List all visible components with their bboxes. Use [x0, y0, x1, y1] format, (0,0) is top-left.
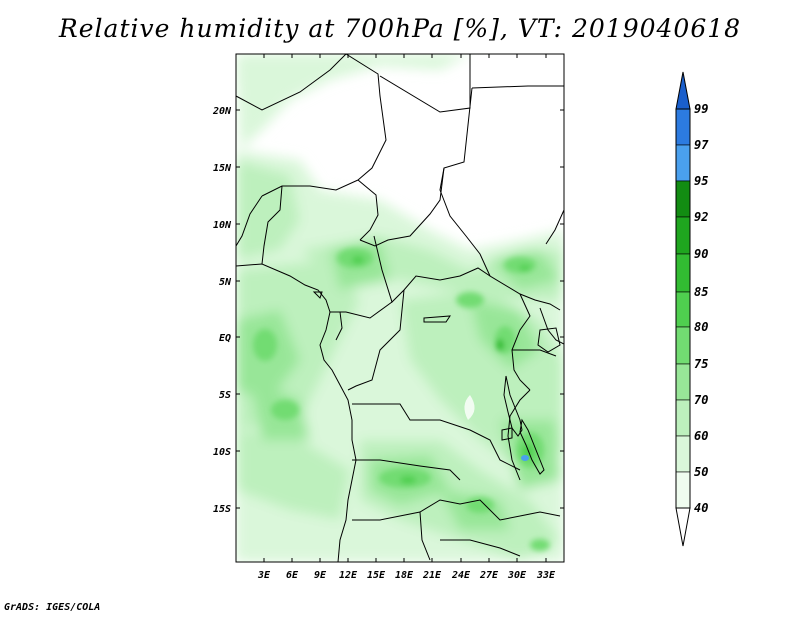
- lat-label: 10S: [213, 447, 231, 458]
- colorbar-band: [675, 180, 691, 218]
- lon-label: 24E: [451, 570, 471, 581]
- colorbar-label: 90: [694, 247, 708, 261]
- humidity-field: [236, 54, 564, 562]
- lat-label: 20N: [212, 106, 232, 117]
- colorbar-label: 40: [694, 501, 708, 515]
- colorbar-band: [675, 326, 691, 365]
- credit-text: GrADS: IGES/COLA: [4, 602, 101, 613]
- colorbar-label: 75: [694, 357, 708, 371]
- lon-label: 21E: [422, 570, 442, 581]
- colorbar-label: 70: [694, 393, 708, 407]
- lon-label: 33E: [536, 570, 556, 581]
- colorbar-band: [675, 144, 691, 182]
- colorbar: 99 97 95 92 90 85 80 75 70 60 50 40: [675, 71, 709, 547]
- map-frame: [235, 53, 565, 563]
- lat-label: 5N: [219, 277, 232, 288]
- lon-label: 27E: [479, 570, 499, 581]
- lon-label: 12E: [339, 570, 358, 581]
- map-title: Relative humidity at 700hPa [%], VT: 201…: [58, 14, 742, 43]
- lat-label: 5S: [219, 390, 231, 401]
- colorbar-label: 99: [694, 102, 708, 116]
- lon-label: 9E: [314, 570, 327, 581]
- lon-label: 15E: [367, 570, 386, 581]
- colorbar-band: [675, 291, 691, 328]
- colorbar-band: [675, 216, 691, 255]
- colorbar-frame: [675, 108, 691, 509]
- lon-label: 30E: [507, 570, 527, 581]
- country-borders: [236, 54, 564, 562]
- colorbar-label: 97: [694, 138, 709, 152]
- colorbar-label: 92: [694, 210, 708, 224]
- colorbar-band: [675, 399, 691, 437]
- colorbar-band: [675, 108, 691, 146]
- lat-label: 15N: [213, 163, 232, 174]
- longitude-axis: 3E 6E 9E 12E 15E 18E 21E 24E 27E 30E 33E: [257, 54, 556, 581]
- colorbar-triangle-top: [675, 71, 691, 110]
- colorbar-label: 50: [694, 465, 708, 479]
- lat-label: 15S: [213, 504, 231, 515]
- colorbar-band: [675, 471, 691, 509]
- lakes: [312, 291, 561, 475]
- colorbar-label: 80: [694, 320, 708, 334]
- lon-label: 6E: [286, 570, 299, 581]
- colorbar-label: 95: [694, 174, 708, 188]
- colorbar-label: 85: [694, 285, 708, 299]
- lon-label: 18E: [395, 570, 414, 581]
- colorbar-band: [675, 253, 691, 293]
- colorbar-band: [675, 435, 691, 473]
- lon-label: 3E: [257, 570, 271, 581]
- colorbar-label: 60: [694, 429, 708, 443]
- latitude-axis: 20N 15N 10N 5N EQ 5S 10S 15S: [212, 106, 564, 515]
- colorbar-band: [675, 363, 691, 401]
- lat-label: 10N: [213, 220, 232, 231]
- colorbar-triangle-bottom: [675, 507, 691, 547]
- lat-label: EQ: [219, 333, 231, 344]
